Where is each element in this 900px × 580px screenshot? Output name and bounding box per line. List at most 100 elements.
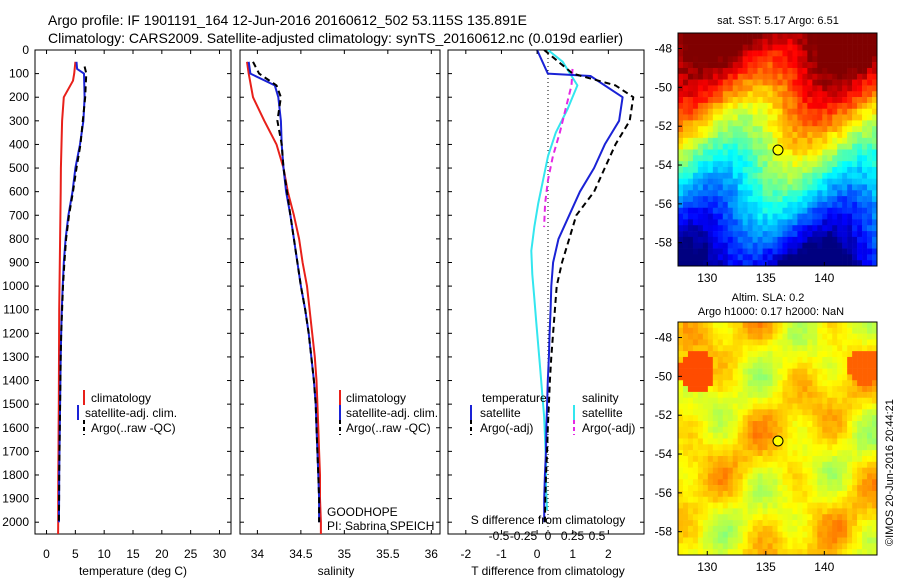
sla-cell (817, 531, 823, 538)
sla-cell (807, 380, 813, 387)
sla-cell (707, 333, 714, 340)
sla-cell (867, 450, 873, 457)
sst-cell (752, 97, 758, 104)
sla-cell (772, 432, 778, 439)
sst-cell (682, 79, 689, 86)
sla-cell (712, 333, 719, 340)
sst-cell (792, 38, 798, 45)
sla-cell (727, 333, 734, 340)
sla-cell (872, 543, 878, 550)
sla-cell (787, 514, 793, 521)
sla-cell (722, 473, 729, 480)
sla-cell (802, 473, 808, 480)
sla-cell (817, 537, 823, 544)
sst-cell (757, 219, 763, 226)
sla-cell (832, 374, 838, 381)
sla-cell (787, 380, 793, 387)
sst-cell (852, 67, 858, 75)
sla-cell (692, 380, 699, 387)
sla-cell (678, 421, 684, 428)
sst-cell (722, 161, 729, 168)
sla-cell (687, 450, 694, 457)
sst-cell (867, 184, 873, 191)
sst-cell (678, 190, 684, 197)
sla-cell (857, 426, 863, 433)
sla-cell (872, 520, 878, 527)
sla-cell (697, 450, 704, 457)
sst-cell (702, 242, 709, 249)
sst-cell (717, 67, 724, 75)
sla-cell (697, 432, 704, 439)
sst-cell (802, 155, 808, 162)
sst-cell (822, 219, 828, 226)
sst-cell (802, 44, 808, 51)
sst-cell (782, 56, 788, 63)
sst-cell (852, 166, 858, 174)
sla-cell (692, 537, 699, 544)
sla-cell (832, 362, 838, 369)
sst-cell (727, 143, 734, 150)
sla-cell (817, 455, 823, 463)
sla-cell (752, 537, 758, 544)
sst-cell (747, 149, 753, 156)
sst-cell (742, 254, 748, 261)
sst-cell (777, 236, 783, 244)
sla-cell (767, 327, 773, 334)
sst-cell (827, 190, 833, 197)
sst-cell (832, 33, 838, 40)
sla-cell (732, 339, 738, 346)
sla-cell (812, 351, 818, 358)
sla-cell (837, 426, 843, 433)
sst-cell (872, 254, 878, 261)
sst-cell (862, 201, 868, 209)
sst-cell (772, 50, 778, 57)
depth-tick-label: 100 (9, 67, 29, 81)
sst-cell (822, 201, 828, 209)
sst-cell (862, 143, 868, 150)
sla-cell (707, 479, 714, 486)
sst-cell (747, 56, 753, 63)
sst-cell (702, 184, 709, 191)
sla-cell (842, 514, 848, 521)
sst-cell (772, 62, 778, 69)
sst-cell (722, 190, 729, 197)
sla-cell (832, 339, 838, 346)
sst-cell (832, 143, 838, 150)
sla-cell (777, 543, 783, 550)
sla-cell (867, 520, 873, 527)
sla-cell (812, 426, 818, 433)
sst-cell (697, 178, 704, 185)
sst-cell (712, 56, 719, 63)
sla-cell (697, 496, 704, 503)
sla-cell (792, 502, 798, 509)
sla-cell (702, 403, 709, 410)
sst-cell (727, 44, 734, 51)
sst-cell (852, 231, 858, 238)
sst-cell (697, 225, 704, 232)
sla-cell (752, 333, 758, 340)
sla-cell (797, 490, 803, 498)
sst-cell (782, 38, 788, 45)
sla-cell (702, 549, 709, 556)
sla-cell (867, 374, 873, 381)
sst-cell (752, 73, 758, 80)
sla-cell (767, 520, 773, 527)
sla-cell (857, 333, 863, 340)
sst-cell (697, 85, 704, 92)
sst-cell (772, 260, 778, 267)
sst-cell (747, 184, 753, 191)
sla-cell (782, 525, 788, 533)
sla-cell (692, 514, 699, 521)
sla-cell (862, 525, 868, 533)
sla-cell (678, 322, 684, 329)
sst-cell (787, 161, 793, 168)
sst-cell (772, 114, 778, 121)
sst-cell (817, 149, 823, 156)
sst-cell (812, 67, 818, 75)
sla-cell (687, 421, 694, 428)
sst-cell (842, 172, 848, 179)
sst-cell (727, 225, 734, 232)
sst-cell (757, 97, 763, 104)
sst-cell (702, 172, 709, 179)
sst-cell (872, 248, 878, 255)
